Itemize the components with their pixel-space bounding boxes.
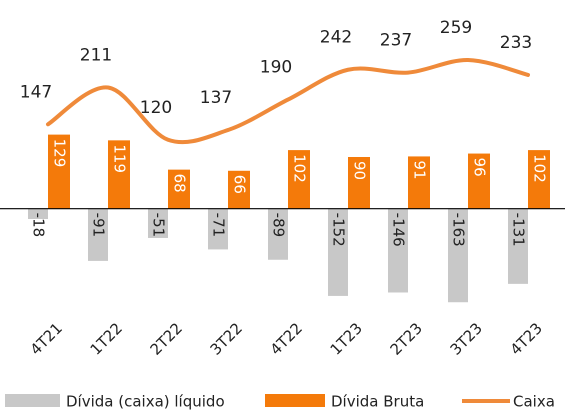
bar-label: 102: [531, 154, 549, 183]
bar: [48, 134, 70, 209]
line-label: 147: [20, 82, 52, 102]
line-label: 190: [260, 58, 292, 78]
bar-label: 91: [411, 160, 429, 179]
line-label: 120: [140, 98, 172, 118]
legend-swatch: [5, 394, 60, 407]
bar-label: 90: [351, 161, 369, 180]
bar: [288, 150, 310, 209]
bar-label: -51: [150, 213, 168, 238]
bar: [528, 150, 550, 209]
x-tick-label: 4T23: [507, 319, 546, 358]
x-tick-label: 1T22: [87, 319, 126, 358]
line-label: 211: [80, 46, 112, 66]
bar: [88, 208, 108, 261]
x-tick-label: 1T23: [327, 319, 366, 358]
bar-label: 119: [111, 144, 129, 173]
x-tick-label: 3T22: [207, 319, 246, 358]
bar: [208, 208, 228, 250]
bar-label: -131: [510, 213, 528, 247]
line-label: 242: [320, 28, 352, 48]
bar: [328, 208, 348, 296]
line-label: 137: [200, 88, 232, 108]
line-label: 259: [440, 18, 472, 38]
bar: [28, 208, 48, 219]
bar: [408, 156, 430, 209]
x-tick-label: 2T22: [147, 319, 186, 358]
bar: [108, 140, 130, 209]
line: [46, 57, 530, 145]
bar: [448, 208, 468, 303]
x-tick-label: 3T23: [447, 319, 486, 358]
bar: [148, 208, 168, 238]
bar-label: -71: [210, 213, 228, 238]
bar: [168, 169, 190, 209]
bar: [348, 157, 370, 209]
bar-label: 66: [231, 175, 249, 194]
bar-label: -163: [450, 213, 468, 247]
line-label: 233: [500, 33, 532, 53]
bar-label: -18: [30, 213, 48, 238]
bar-label: 68: [171, 174, 189, 193]
legend-label: Dívida Bruta: [331, 393, 424, 411]
bar: [268, 208, 288, 260]
bar-label: 129: [51, 139, 69, 168]
bar-label: 102: [291, 154, 309, 183]
x-tick-label: 4T21: [27, 319, 66, 358]
legend-label: Dívida (caixa) líquido: [66, 393, 225, 411]
line-label: 237: [380, 31, 412, 51]
bar-label: -146: [390, 213, 408, 247]
bar-label: -91: [90, 213, 108, 238]
bar: [388, 208, 408, 293]
bar: [228, 170, 250, 209]
bar-label: -89: [270, 213, 288, 238]
legend-swatch: [265, 394, 325, 407]
bar-label: -152: [330, 213, 348, 247]
legend-label: Caixa: [513, 393, 555, 411]
bar: [468, 153, 490, 209]
bar: [508, 208, 528, 284]
x-tick-label: 2T23: [387, 319, 426, 358]
x-tick-label: 4T22: [267, 319, 306, 358]
bar-label: 96: [471, 158, 489, 177]
